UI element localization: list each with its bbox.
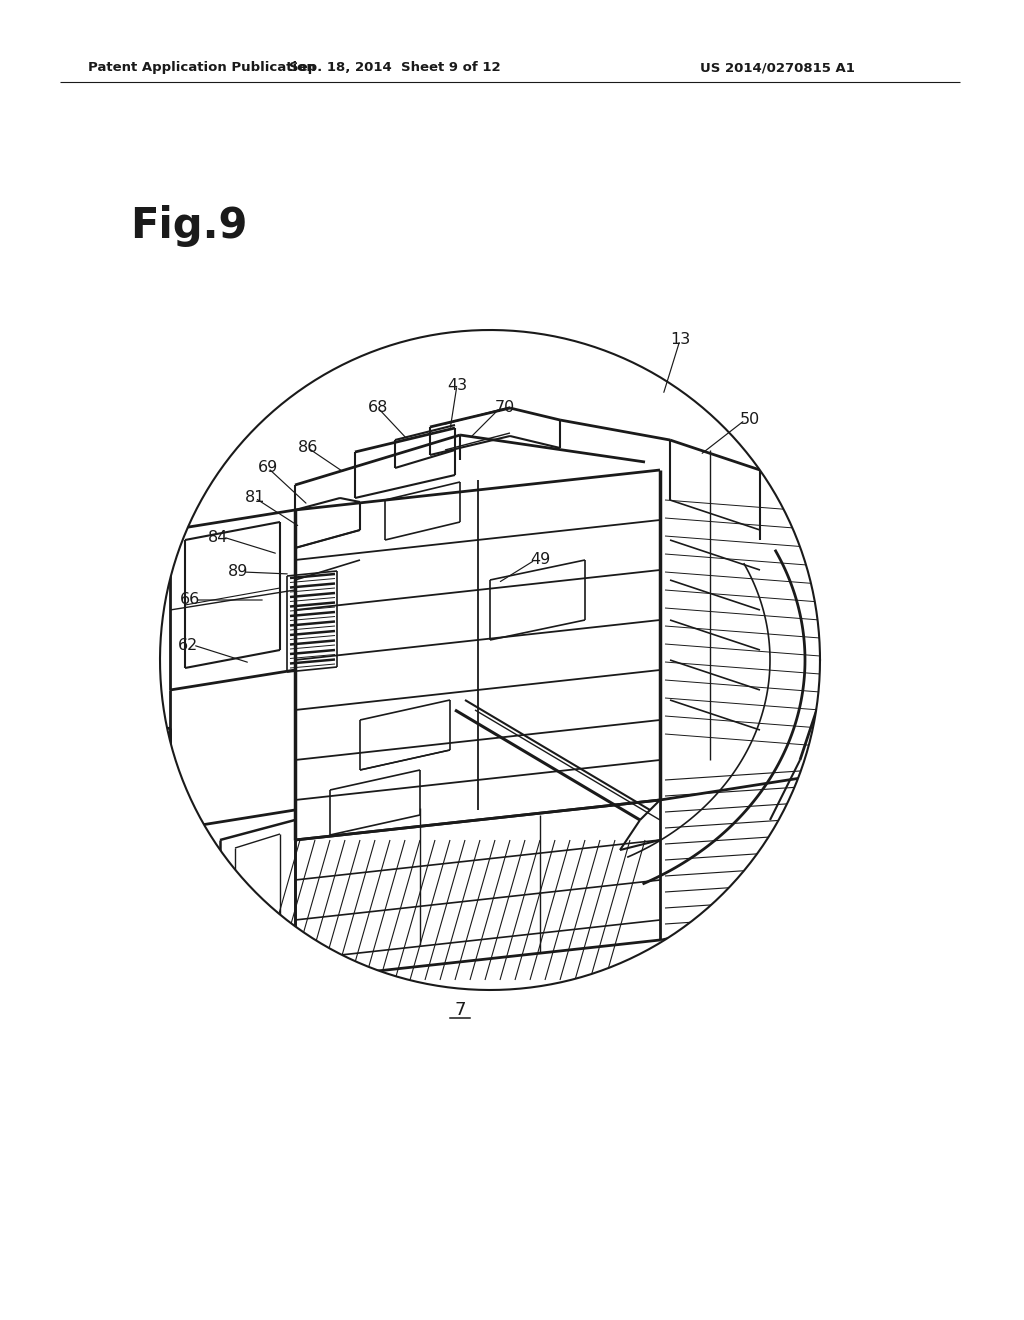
Text: US 2014/0270815 A1: US 2014/0270815 A1: [700, 62, 855, 74]
Text: Patent Application Publication: Patent Application Publication: [88, 62, 315, 74]
Text: 66: 66: [180, 593, 200, 607]
Text: Sep. 18, 2014  Sheet 9 of 12: Sep. 18, 2014 Sheet 9 of 12: [289, 62, 501, 74]
Text: 68: 68: [368, 400, 388, 416]
Text: 81: 81: [245, 491, 265, 506]
Text: 62: 62: [178, 638, 198, 652]
Text: 69: 69: [258, 461, 279, 475]
Text: 89: 89: [227, 565, 248, 579]
Text: Fig.9: Fig.9: [130, 205, 248, 247]
Text: 86: 86: [298, 441, 318, 455]
Text: 84: 84: [208, 529, 228, 544]
Text: 49: 49: [530, 553, 550, 568]
Text: 7: 7: [455, 1001, 466, 1019]
Text: 70: 70: [495, 400, 515, 416]
Text: 13: 13: [670, 333, 690, 347]
Text: 43: 43: [446, 378, 467, 392]
Text: 50: 50: [740, 412, 760, 428]
